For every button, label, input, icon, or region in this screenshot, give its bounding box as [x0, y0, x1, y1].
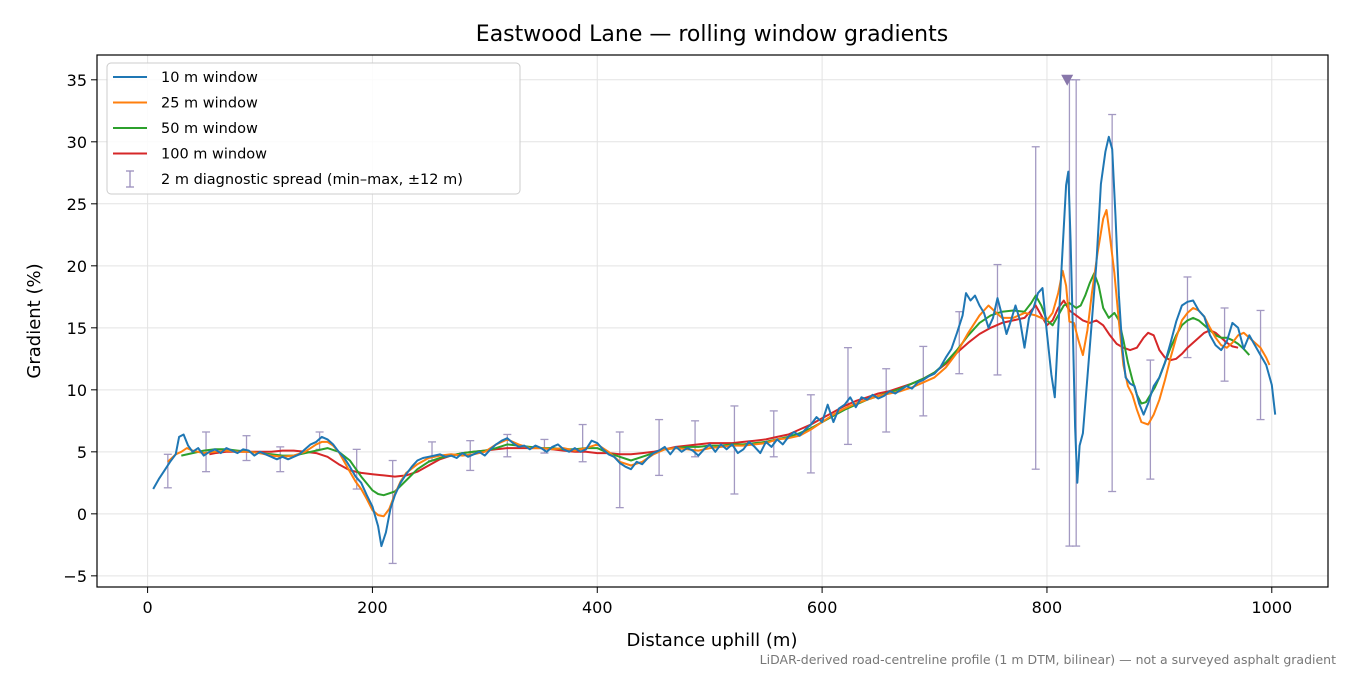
errorbar [993, 263, 1002, 376]
legend-label: 50 m window [161, 121, 258, 137]
footnote: LiDAR-derived road-centreline profile (1… [760, 652, 1336, 667]
plot-frame [96, 54, 1329, 588]
y-tick-label: 35 [67, 71, 87, 90]
legend-label: 100 m window [161, 147, 267, 163]
errorbar [806, 394, 815, 474]
errorbar [1256, 309, 1265, 421]
y-axis-label: Gradient (%) [24, 263, 45, 378]
y-tick-label: 25 [67, 195, 87, 214]
axis-ticks: 0 200 400 600 800 1000 −5 0 5 10 15 20 25 30 35 [63, 71, 1292, 617]
x-tick-label: 800 [1032, 598, 1063, 617]
legend: 10 m window 25 m window 50 m window 100 m w… [106, 62, 521, 195]
errorbar [919, 345, 928, 417]
legend-label: 25 m window [161, 96, 258, 112]
series-line [152, 135, 1277, 548]
legend-label: 10 m window [161, 70, 258, 86]
legend-frame [106, 62, 521, 195]
series-line [167, 209, 1271, 518]
errorbar [1031, 146, 1040, 470]
plot-area [152, 74, 1277, 565]
y-tick-label: −5 [63, 567, 87, 586]
y-tick-label: 10 [67, 381, 87, 400]
errorbar [769, 410, 778, 458]
x-axis-label: Distance uphill (m) [627, 630, 798, 651]
errorbar [882, 368, 891, 433]
errorbar [163, 453, 172, 489]
chart-title: Eastwood Lane — rolling window gradients [476, 22, 948, 47]
errorbar [1108, 113, 1117, 493]
errorbar [202, 431, 211, 473]
y-tick-label: 20 [67, 257, 87, 276]
errorbar [1183, 276, 1192, 359]
x-tick-label: 1000 [1251, 598, 1292, 617]
y-tick-label: 5 [77, 443, 87, 462]
series-line [209, 299, 1239, 478]
errorbar [242, 435, 251, 462]
errorbar [578, 423, 587, 463]
errorbar [655, 418, 664, 477]
errorbar [955, 311, 964, 375]
peak-marker [1061, 74, 1074, 86]
x-tick-label: 0 [142, 598, 152, 617]
x-tick-label: 600 [807, 598, 838, 617]
x-tick-label: 400 [582, 598, 613, 617]
legend-label: 2 m diagnostic spread (min–max, ±12 m) [161, 172, 463, 188]
errorbar [730, 405, 739, 495]
errorbar [388, 459, 397, 565]
errorbar [615, 431, 624, 509]
y-tick-label: 15 [67, 319, 87, 338]
x-tick-label: 200 [357, 598, 388, 617]
y-tick-label: 0 [77, 505, 87, 524]
y-tick-label: 30 [67, 133, 87, 152]
series-line [181, 272, 1251, 497]
errorbar [843, 347, 852, 446]
